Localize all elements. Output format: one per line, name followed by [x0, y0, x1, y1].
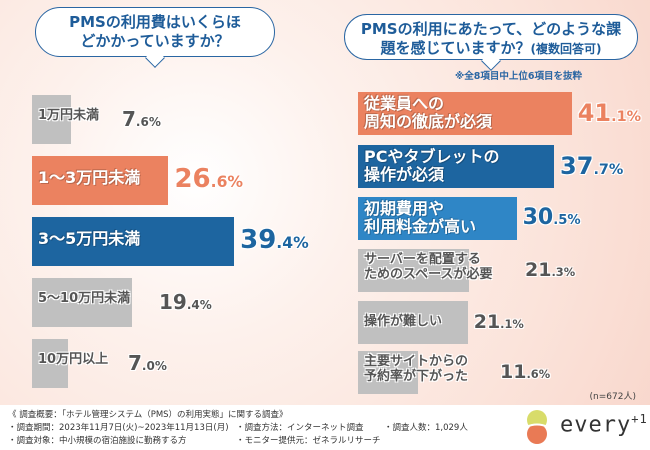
value-label: 7.0%	[128, 351, 167, 376]
bar	[358, 92, 572, 135]
bar	[358, 197, 517, 240]
left-chart-title: PMSの利用費はいくらほどかかっていますか？	[69, 13, 241, 50]
bar-label: 1〜3万円未満	[38, 168, 141, 187]
value-label: 11.6%	[500, 360, 551, 383]
survey-count: ・調査人数：1,029人	[384, 423, 468, 433]
bar-label: 従業員への 周知の徹底が必須	[364, 94, 493, 131]
value-label: 26.6%	[174, 164, 244, 195]
survey-target: ・調査対象：中小規模の宿泊施設に勤務する方	[8, 436, 187, 446]
bar-label: 初期費用や 利用料金が高い	[364, 199, 477, 236]
bar	[32, 95, 71, 144]
bar-label: 3〜5万円未満	[38, 229, 141, 248]
bar	[32, 278, 132, 327]
bar-label: サーバーを配置する ためのスペースが必要	[364, 252, 493, 282]
bar-label: 操作が難しい	[364, 314, 443, 329]
value-label: 19.4%	[159, 290, 212, 315]
bar	[358, 145, 555, 188]
survey-method: ・調査方法：インターネット調査	[236, 423, 364, 433]
bar-label: 10万円以上	[38, 352, 109, 367]
bar	[358, 351, 419, 394]
value-label: 21.3%	[525, 258, 576, 281]
left-question-bubble: PMSの利用費はいくらほどかかっていますか？	[35, 7, 275, 68]
bar	[358, 301, 468, 344]
value-label: 37.7%	[560, 151, 624, 180]
value-label: 7.6%	[122, 107, 161, 132]
logo-text: every+1	[560, 412, 648, 438]
bar-label: 主要サイトからの 予約率が下がった	[364, 354, 469, 384]
bar-label: 1万円未満	[38, 108, 100, 123]
bar	[32, 156, 169, 205]
value-label: 30.5%	[522, 204, 581, 230]
footer: 《 調査概要：「ホテル管理システム（PMS）の利用実態」に関する調査》 ・調査期…	[0, 405, 650, 450]
right-chart-title-suffix: (複数回答可)	[530, 42, 602, 56]
bar	[32, 339, 68, 388]
survey-period: ・調査期間：2023年11月7日(火)~2023年11月13日(月)	[8, 423, 229, 433]
bar	[32, 217, 235, 266]
sample-size: (n=672人)	[589, 392, 636, 402]
bar-label: 5〜10万円未満	[38, 291, 131, 306]
value-label: 41.1%	[577, 98, 642, 127]
note: ※全8項目中上位6項目を抜粋	[455, 71, 582, 82]
value-label: 21.1%	[473, 310, 524, 333]
survey-overview: 《 調査概要：「ホテル管理システム（PMS）の利用実態」に関する調査》	[8, 410, 288, 420]
right-question-bubble: PMSの利用にあたって、どのような課題を感じていますか？(複数回答可)	[344, 14, 638, 71]
survey-provider: ・モニター提供元：ゼネラルリサーチ	[236, 436, 381, 446]
value-label: 39.4%	[240, 225, 309, 256]
logo-icon	[525, 410, 549, 444]
bar	[358, 249, 469, 292]
logo: every+1	[520, 408, 648, 446]
bar-label: PCやタブレットの 操作が必須	[364, 147, 500, 184]
